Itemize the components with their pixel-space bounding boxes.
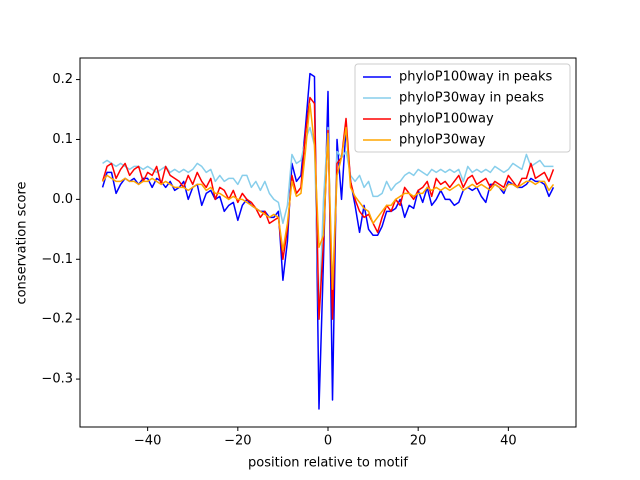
y-tick-label: 0.0 [52, 192, 73, 207]
series-line [102, 126, 554, 320]
series-line [101, 96, 555, 320]
legend-box [354, 63, 571, 153]
legend-label: phyloP100way [399, 112, 494, 127]
y-tick-label: −0.1 [41, 252, 73, 267]
x-tick-label: 40 [500, 434, 517, 449]
y-tick-label: −0.3 [41, 372, 73, 387]
plot-frame [79, 57, 577, 428]
x-tick-label: −40 [134, 434, 161, 449]
x-tick-label: −20 [224, 434, 251, 449]
series-line [101, 72, 555, 410]
series-line [101, 102, 555, 290]
legend-label: phyloP100way in peaks [399, 70, 553, 85]
y-tick-label: 0.1 [52, 132, 73, 147]
y-axis-label: conservation score [15, 181, 30, 304]
x-tick-label: 0 [324, 434, 332, 449]
y-tick-label: 0.2 [52, 72, 73, 87]
x-tick-label: 20 [410, 434, 427, 449]
legend-label: phyloP30way in peaks [399, 91, 544, 106]
y-tick-label: −0.2 [41, 312, 73, 327]
legend-label: phyloP30way [399, 133, 486, 148]
x-axis-label: position relative to motif [248, 456, 408, 471]
